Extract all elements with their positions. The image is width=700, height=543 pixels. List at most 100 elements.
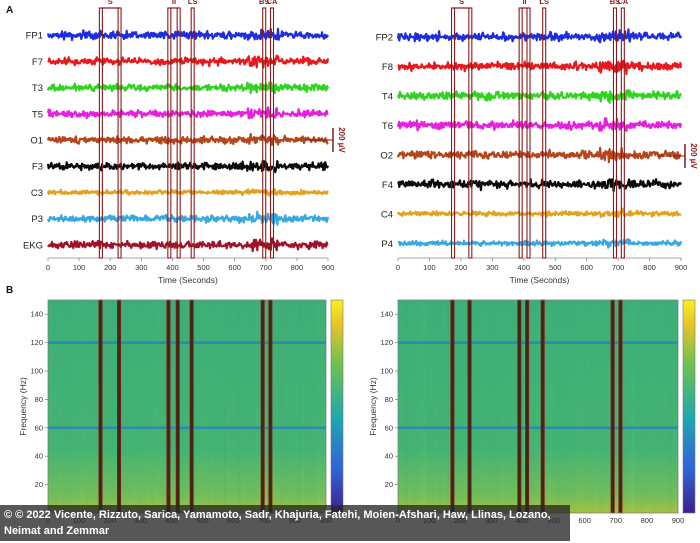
heatmap-column bbox=[156, 300, 160, 513]
heatmap-column bbox=[153, 300, 157, 513]
event-band bbox=[525, 300, 529, 513]
heatmap-column bbox=[236, 300, 240, 513]
heatmap-column bbox=[419, 300, 424, 513]
event-marker-ls bbox=[190, 7, 195, 259]
event-marker-bs bbox=[262, 7, 267, 259]
heatmap-column bbox=[295, 300, 299, 513]
trace-fp1 bbox=[46, 27, 329, 42]
event-band bbox=[190, 300, 194, 513]
heatmap-column bbox=[183, 300, 188, 513]
heatmap-column bbox=[668, 300, 673, 513]
heatmap-column bbox=[233, 300, 237, 513]
heatmap-column bbox=[500, 300, 505, 513]
event-band bbox=[268, 300, 272, 513]
x-tick-label: 800 bbox=[643, 263, 656, 272]
x-tick-label: 900 bbox=[675, 263, 688, 272]
heatmap-column bbox=[112, 300, 117, 513]
heatmap-column bbox=[316, 300, 321, 513]
copyright-credit: © © 2022 Vicente, Rizzuto, Sarica, Yamam… bbox=[0, 505, 570, 541]
heatmap-area bbox=[48, 300, 326, 513]
heatmap-column bbox=[544, 300, 548, 513]
heatmap-column bbox=[273, 300, 277, 513]
heatmap-column bbox=[410, 300, 414, 513]
event-marker-ca bbox=[620, 7, 625, 259]
trace-ekg bbox=[47, 237, 329, 253]
heatmap-column bbox=[251, 300, 256, 513]
heatmap-column bbox=[292, 300, 296, 513]
heatmap-column bbox=[72, 300, 77, 513]
heatmap-column bbox=[57, 300, 61, 513]
x-tick-label: 600 bbox=[228, 263, 241, 272]
heatmap-column bbox=[106, 300, 111, 513]
heatmap-column bbox=[162, 300, 166, 513]
heatmap-column bbox=[435, 300, 439, 513]
heatmap-column bbox=[426, 300, 430, 513]
heatmap-column bbox=[531, 300, 536, 513]
event-marker-ii bbox=[518, 7, 523, 259]
heatmap-column bbox=[475, 300, 480, 513]
y-tick-label: 20 bbox=[35, 480, 43, 489]
heatmap-column bbox=[122, 300, 126, 513]
channel-label-t4: T4 bbox=[382, 91, 393, 102]
heatmap-column bbox=[578, 300, 582, 513]
y-tick-label: 60 bbox=[385, 423, 393, 432]
heatmap-column bbox=[258, 300, 262, 513]
x-tick-label: 600 bbox=[578, 516, 591, 525]
channel-label-f8: F8 bbox=[382, 62, 393, 73]
trace-f3 bbox=[46, 159, 330, 174]
y-tick-label: 100 bbox=[380, 367, 393, 376]
heatmap-column bbox=[143, 300, 148, 513]
x-tick-label: 0 bbox=[46, 263, 50, 272]
heatmap-column bbox=[566, 300, 570, 513]
x-tick-label: 400 bbox=[166, 263, 179, 272]
heatmap-column bbox=[615, 300, 620, 513]
heatmap-column bbox=[211, 300, 216, 513]
heatmap-column bbox=[239, 300, 243, 513]
heatmap-column bbox=[659, 300, 663, 513]
event-band bbox=[541, 300, 545, 513]
event-marker-bs bbox=[612, 7, 618, 259]
heatmap-column bbox=[196, 300, 200, 513]
heatmap-column bbox=[662, 300, 666, 513]
y-tick-label: 40 bbox=[35, 452, 43, 461]
trace-f7 bbox=[47, 54, 330, 69]
heatmap-column bbox=[227, 300, 231, 513]
heatmap-column bbox=[78, 300, 83, 513]
channel-label-ekg: EKG bbox=[23, 240, 43, 251]
heatmap-column bbox=[81, 300, 86, 513]
event-marker-s bbox=[117, 7, 122, 259]
heatmap-column bbox=[478, 300, 483, 513]
heatmap-column bbox=[590, 300, 595, 513]
trace-t5 bbox=[46, 106, 329, 120]
y-tick-label: 120 bbox=[380, 338, 393, 347]
channel-label-f3: F3 bbox=[32, 162, 43, 173]
y-tick-label: 20 bbox=[385, 480, 393, 489]
heatmap-column bbox=[407, 300, 411, 513]
x-tick-label: 500 bbox=[197, 263, 210, 272]
trace-o2 bbox=[396, 146, 682, 164]
channel-label-fp2: FP2 bbox=[376, 32, 393, 43]
heatmap-column bbox=[594, 300, 598, 513]
y-tick-label: 140 bbox=[30, 310, 43, 319]
heatmap-column bbox=[51, 300, 55, 513]
heatmap-column bbox=[429, 300, 433, 513]
heatmap-column bbox=[66, 300, 70, 513]
heatmap-column bbox=[75, 300, 80, 513]
channel-label-o2: O2 bbox=[380, 150, 393, 161]
heatmap-column bbox=[634, 300, 638, 513]
scale-bar-label: 200 µV bbox=[689, 143, 698, 169]
channel-label-p3: P3 bbox=[31, 214, 43, 225]
heatmap-column bbox=[494, 300, 498, 513]
x-tick-label: 300 bbox=[135, 263, 148, 272]
event-marker-ls bbox=[542, 7, 547, 259]
x-tick-label: 900 bbox=[322, 263, 335, 272]
x-axis-label: Time (Seconds) bbox=[510, 275, 570, 285]
x-tick-label: 700 bbox=[610, 516, 623, 525]
y-tick-label: 60 bbox=[35, 423, 43, 432]
heatmap-column bbox=[485, 300, 489, 513]
heatmap-column bbox=[488, 300, 492, 513]
